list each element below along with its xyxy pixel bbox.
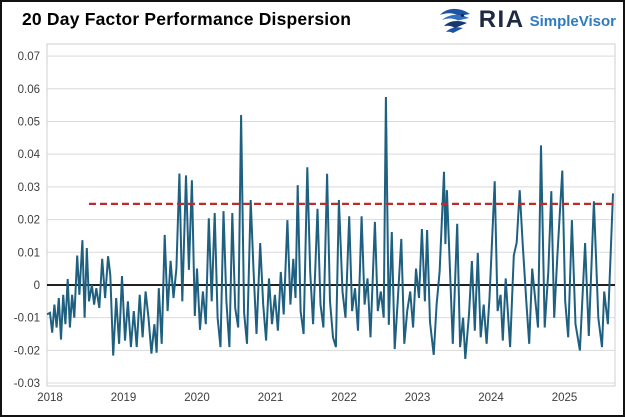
- x-axis-tick-label: 2022: [331, 392, 357, 404]
- y-axis-tick-label: 0.04: [18, 149, 41, 161]
- y-axis-tick-label: 0.05: [18, 116, 40, 128]
- x-axis-tick-label: 2021: [258, 392, 284, 404]
- logo-brand-text: RIA: [478, 6, 525, 33]
- y-axis-tick-label: 0.02: [18, 215, 40, 227]
- y-axis-tick-label: 0.07: [18, 51, 40, 63]
- x-axis-tick-label: 2018: [37, 392, 63, 404]
- x-axis-tick-label: 2019: [111, 392, 137, 404]
- x-axis-tick-label: 2020: [184, 392, 210, 404]
- x-axis-tick-label: 2023: [405, 392, 431, 404]
- ria-simplevisor-logo: RIA SimpleVisor: [438, 5, 616, 35]
- y-axis-tick-label: -0.02: [14, 345, 40, 357]
- y-axis-tick-label: 0.01: [18, 247, 40, 259]
- y-axis-tick-label: 0.06: [18, 84, 40, 96]
- y-axis-tick-label: -0.01: [14, 313, 40, 325]
- page-title: 20 Day Factor Performance Dispersion: [22, 9, 352, 29]
- x-axis-tick-label: 2024: [478, 392, 504, 404]
- data-line: [46, 96, 614, 359]
- x-axis-tick-label: 2025: [552, 392, 578, 404]
- y-axis-tick-label: 0.03: [18, 182, 40, 194]
- logo-product-text: SimpleVisor: [529, 13, 616, 30]
- y-axis-tick-label: -0.03: [14, 378, 40, 390]
- plot-border: [46, 43, 616, 387]
- ria-eagle-icon: [438, 5, 474, 35]
- y-axis-tick-label: 0: [34, 280, 40, 292]
